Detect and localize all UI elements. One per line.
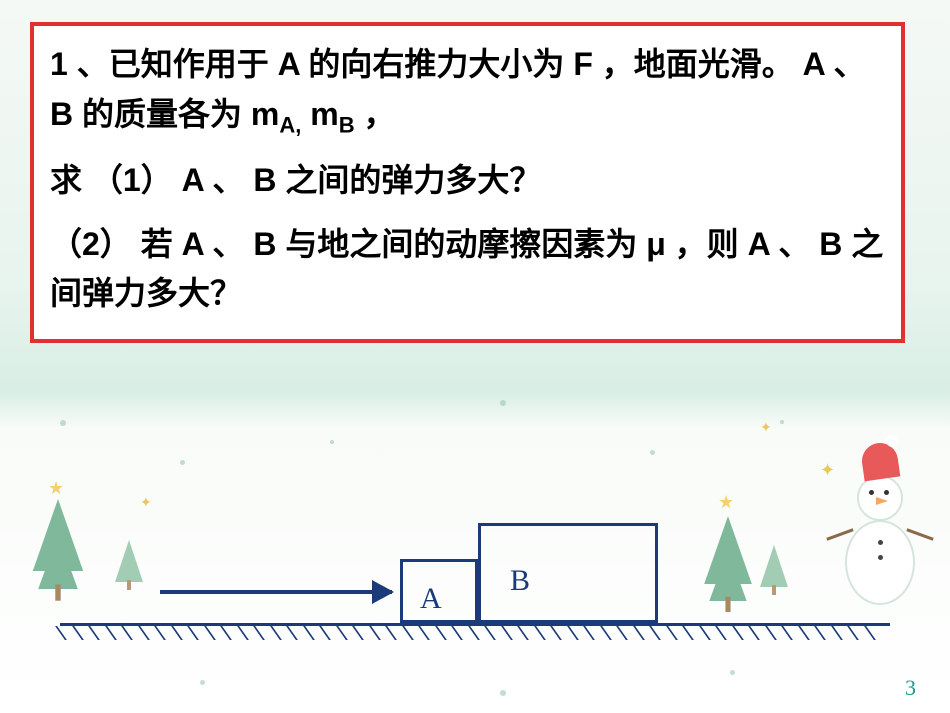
star-icon: ✦ xyxy=(140,495,152,512)
subscript-A: A, xyxy=(279,112,301,137)
text: 的质量各为 xyxy=(82,96,242,132)
text: 、 xyxy=(212,162,244,198)
text: （2） 若 xyxy=(50,226,173,262)
text: 、 xyxy=(212,226,244,262)
var-B: B xyxy=(50,96,82,132)
text: 的向右推力大小为 xyxy=(308,46,564,82)
snow-dot xyxy=(60,420,66,426)
star-icon: ✦ xyxy=(760,420,772,437)
snow-dot xyxy=(650,450,655,455)
snow-dot xyxy=(500,400,506,406)
star-icon: ★ xyxy=(718,492,734,513)
text: 与地之间的动摩擦因素为 μ ，则 xyxy=(285,226,738,262)
text: 求 （1） xyxy=(50,162,173,198)
snow-dot xyxy=(500,690,506,696)
problem-line-1: 1 、已知作用于 A 的向右推力大小为 F ，地面光滑。 A 、 B 的质量各为… xyxy=(50,40,885,142)
text: ，地面光滑。 xyxy=(602,46,794,82)
text: 、 xyxy=(833,46,865,82)
var-A: A xyxy=(173,162,213,198)
var-B: B xyxy=(810,226,851,262)
snow-dot xyxy=(330,440,334,444)
page-number: 3 xyxy=(905,675,916,701)
var-A: A xyxy=(173,226,213,262)
snow-dot xyxy=(200,680,205,685)
star-icon: ✦ xyxy=(820,460,835,481)
snow-dot xyxy=(730,670,735,675)
text: 之间的弹力多大？ xyxy=(285,162,541,198)
problem-question-2: （2） 若 A 、 B 与地之间的动摩擦因素为 μ ，则 A 、 B 之间弹力多… xyxy=(50,220,885,319)
var-B: B xyxy=(244,226,285,262)
block-B xyxy=(478,523,658,623)
snow-dot xyxy=(180,460,185,465)
var-mA: m xyxy=(242,96,279,132)
var-A: A xyxy=(794,46,834,82)
text: 、 xyxy=(778,226,810,262)
var-B: B xyxy=(244,162,285,198)
physics-diagram: A B xyxy=(60,516,890,636)
text: ， xyxy=(355,96,396,132)
subscript-B: B xyxy=(339,112,355,137)
problem-question-1: 求 （1） A 、 B 之间的弹力多大？ xyxy=(50,156,885,206)
text: 1 、已知作用于 xyxy=(50,46,269,82)
var-F: F xyxy=(564,46,601,82)
star-icon: ★ xyxy=(48,478,64,499)
var-mB: m xyxy=(301,96,338,132)
label-B: B xyxy=(510,564,530,598)
force-arrow xyxy=(160,590,392,594)
problem-statement-box: 1 、已知作用于 A 的向右推力大小为 F ，地面光滑。 A 、 B 的质量各为… xyxy=(30,22,905,343)
label-A: A xyxy=(420,582,442,616)
snow-dot xyxy=(780,420,784,424)
var-A: A xyxy=(269,46,309,82)
var-A: A xyxy=(739,226,779,262)
